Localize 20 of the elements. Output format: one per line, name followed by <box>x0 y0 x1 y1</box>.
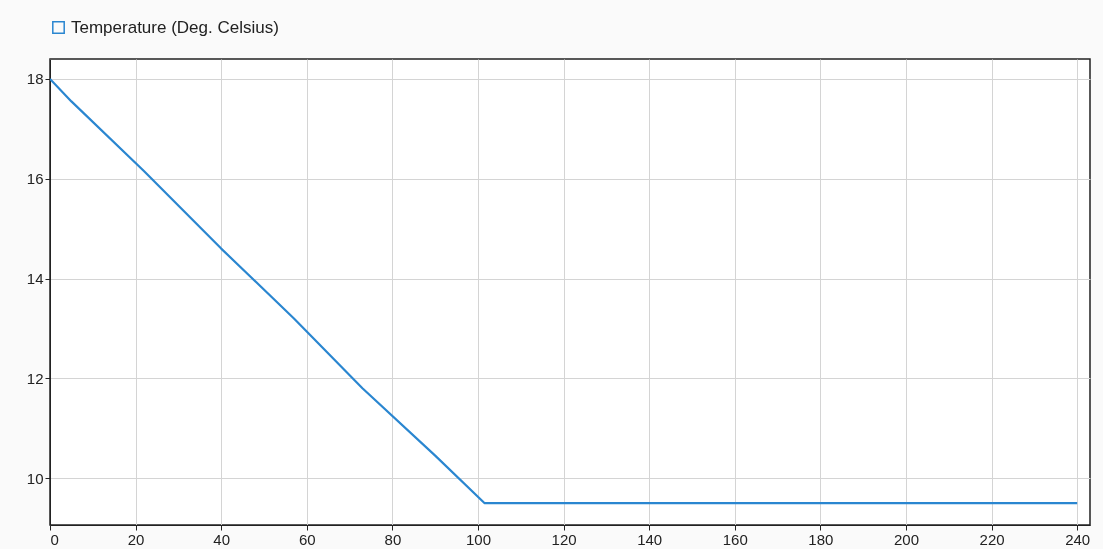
x-tick-label: 40 <box>213 530 231 548</box>
x-tick-label: 80 <box>384 530 402 548</box>
y-tick-label: 18 <box>26 70 44 88</box>
x-tick-label: 120 <box>551 530 577 548</box>
x-tick-label: 220 <box>979 530 1005 548</box>
x-tick-label: 60 <box>298 530 316 548</box>
x-tick-label: 20 <box>127 530 145 548</box>
line-series <box>50 77 1079 505</box>
x-tick-label: 0 <box>50 530 59 548</box>
y-tick-label: 12 <box>26 369 44 387</box>
x-tick-label: 140 <box>637 530 663 548</box>
y-tick-label: 16 <box>26 170 44 188</box>
x-tick-label: 160 <box>722 530 748 548</box>
x-tick-label: 200 <box>893 530 919 548</box>
y-tick-label: 10 <box>26 469 44 487</box>
y-tick-label: 14 <box>26 270 44 288</box>
x-tick-label: 100 <box>465 530 491 548</box>
x-tick-label: 240 <box>1065 530 1091 548</box>
x-tick-label: 180 <box>808 530 834 548</box>
legend-label: Temperature (Deg. Celsius) <box>71 17 279 37</box>
